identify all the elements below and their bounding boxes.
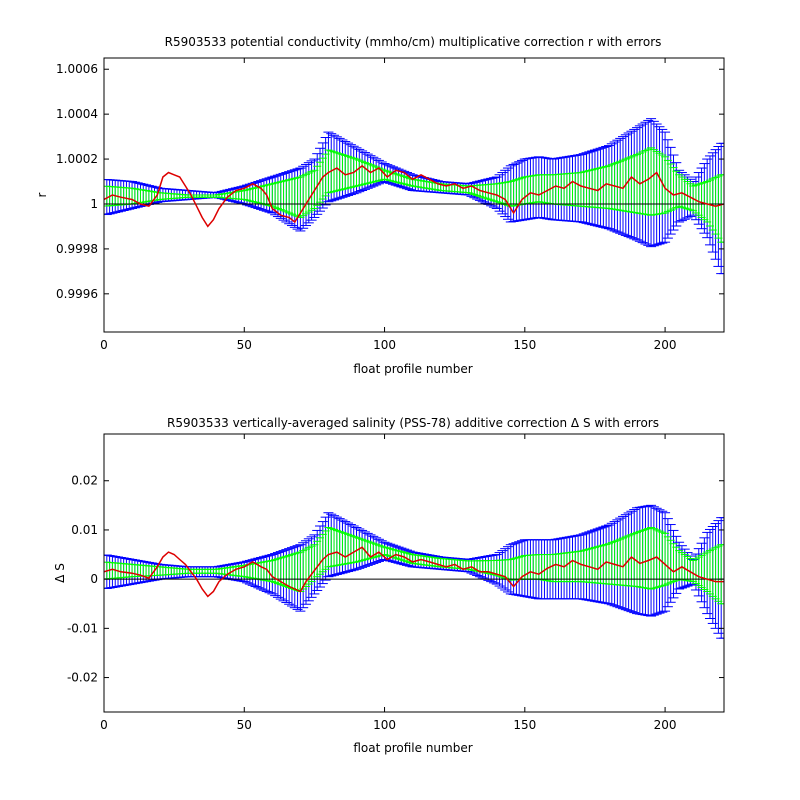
y-tick-label: -0.02 [67, 671, 98, 685]
inner-error-bars [104, 526, 724, 605]
conductivity-correction-panel: R5903533 potential conductivity (mmho/cm… [35, 35, 725, 376]
chart-title: R5903533 vertically-averaged salinity (P… [167, 416, 659, 430]
inner-error-bars [104, 147, 724, 243]
x-tick-label: 0 [100, 338, 108, 352]
x-axis-label: float profile number [353, 741, 472, 755]
correction-line [104, 546, 724, 598]
y-axis-label: r [35, 192, 49, 197]
y-tick-label: 1.0006 [56, 62, 98, 76]
tick-marks [103, 58, 724, 332]
y-tick-label: 1.0004 [56, 107, 98, 121]
y-axis-label: Δ S [53, 563, 67, 583]
y-tick-labels: -0.02 -0.01 0 0.01 0.02 [67, 474, 98, 685]
y-tick-label: 0.02 [71, 474, 98, 488]
x-tick-label: 100 [373, 718, 396, 732]
y-tick-label: -0.01 [67, 621, 98, 635]
plot-area [104, 504, 724, 639]
plot-area [104, 118, 724, 275]
tick-marks [103, 434, 724, 712]
y-tick-label: 1 [90, 197, 98, 211]
y-tick-label: 0.01 [71, 523, 98, 537]
x-tick-labels: 0 50 100 150 200 [100, 718, 676, 732]
x-tick-label: 50 [237, 338, 252, 352]
axes-frame [103, 57, 725, 333]
y-tick-label: 1.0002 [56, 152, 98, 166]
x-tick-label: 200 [654, 718, 677, 732]
y-tick-labels: 0.9996 0.9998 1 1.0002 1.0004 1.0006 [56, 62, 98, 301]
x-axis-label: float profile number [353, 362, 472, 376]
x-tick-label: 50 [237, 718, 252, 732]
x-tick-label: 150 [513, 338, 536, 352]
y-tick-label: 0.9998 [56, 242, 98, 256]
chart-title: R5903533 potential conductivity (mmho/cm… [165, 35, 662, 49]
y-tick-label: 0 [90, 572, 98, 586]
x-tick-labels: 0 50 100 150 200 [100, 338, 676, 352]
x-tick-label: 0 [100, 718, 108, 732]
x-tick-label: 100 [373, 338, 396, 352]
correction-line [104, 164, 724, 228]
axes-frame [103, 433, 725, 713]
x-tick-label: 200 [654, 338, 677, 352]
y-tick-label: 0.9996 [56, 287, 98, 301]
salinity-correction-panel: R5903533 vertically-averaged salinity (P… [53, 416, 725, 755]
x-tick-label: 150 [513, 718, 536, 732]
